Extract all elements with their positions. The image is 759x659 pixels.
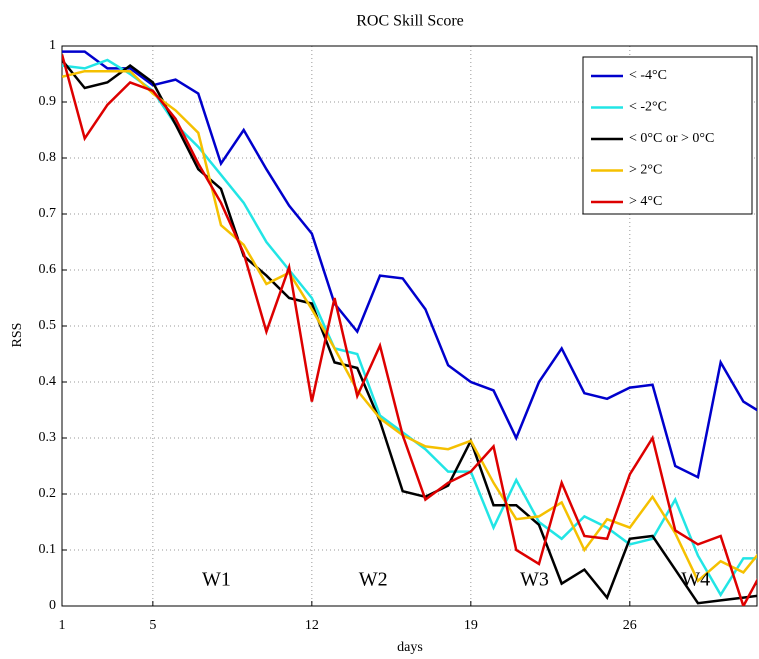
x-tick-label: 1	[59, 618, 66, 633]
series-line	[62, 59, 757, 605]
y-tick-label: 0.1	[39, 542, 57, 557]
y-tick-label: 0.6	[39, 262, 57, 277]
plot-frame	[61, 45, 758, 607]
series-line	[62, 54, 757, 606]
x-tick-label: 5	[149, 618, 156, 633]
y-tick-label: 0.7	[39, 206, 57, 221]
legend-label: > 4°C	[629, 194, 662, 209]
x-tick-label: 12	[305, 618, 319, 633]
series-line	[62, 50, 757, 480]
y-tick-label: 0	[49, 598, 56, 613]
y-tick-label: 0.8	[39, 150, 57, 165]
x-tick-label: 19	[464, 618, 478, 633]
y-tick-label: 0.5	[39, 318, 57, 333]
y-tick-label: 0.4	[39, 374, 57, 389]
annotation: W2	[359, 568, 388, 590]
legend-box	[582, 56, 753, 215]
legend-label: < -2°C	[629, 100, 667, 115]
annotation: W3	[520, 568, 549, 590]
plot-area	[62, 50, 757, 606]
x-tick-label: 26	[623, 618, 637, 633]
series-line	[62, 69, 757, 583]
annotation: W4	[681, 568, 710, 590]
annotation: W1	[202, 568, 231, 590]
chart-title: ROC Skill Score	[356, 13, 464, 30]
x-axis-label: days	[397, 640, 423, 655]
y-tick-label: 0.3	[39, 430, 57, 445]
y-axis-label: RSS	[10, 323, 25, 348]
legend-label: > 2°C	[629, 163, 662, 178]
legend-label: < 0°C or > 0°C	[629, 131, 714, 146]
y-tick-label: 0.2	[39, 486, 57, 501]
legend-label: < -4°C	[629, 68, 667, 83]
y-tick-label: 1	[49, 38, 56, 53]
y-tick-label: 0.9	[39, 94, 57, 109]
